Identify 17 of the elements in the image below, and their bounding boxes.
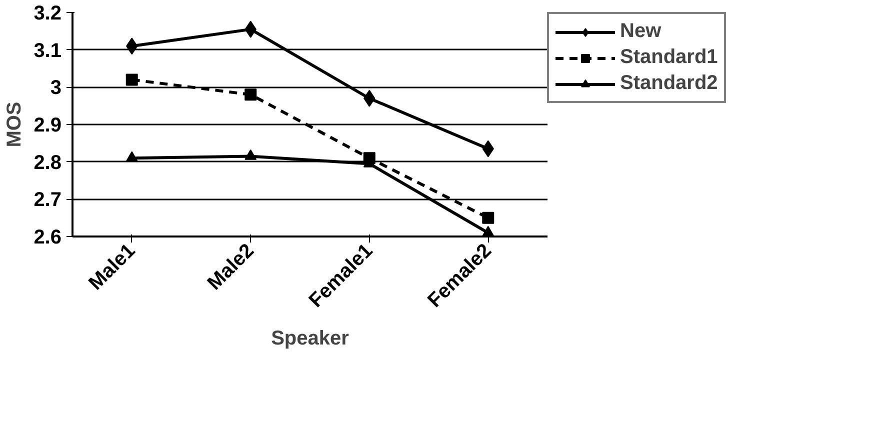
legend-label: Standard2 [620,72,718,95]
point [244,88,257,101]
point [126,74,138,86]
y-tick-label: 3 [50,77,62,100]
point [244,149,257,160]
y-tick-label: 2.6 [34,226,62,248]
y-tick-label: 2.8 [34,152,62,174]
point [482,212,494,224]
y-tick-label: 3.2 [34,2,62,24]
legend-label: New [620,20,662,43]
point [126,151,138,162]
y-tick-label: 3.1 [34,40,62,62]
x-axis-title: Speaker [271,328,350,350]
y-axis-title: MOS [4,102,26,148]
legend-label: Standard1 [620,46,718,69]
y-tick-label: 2.9 [34,114,62,136]
y-tick-label: 2.7 [34,189,62,212]
